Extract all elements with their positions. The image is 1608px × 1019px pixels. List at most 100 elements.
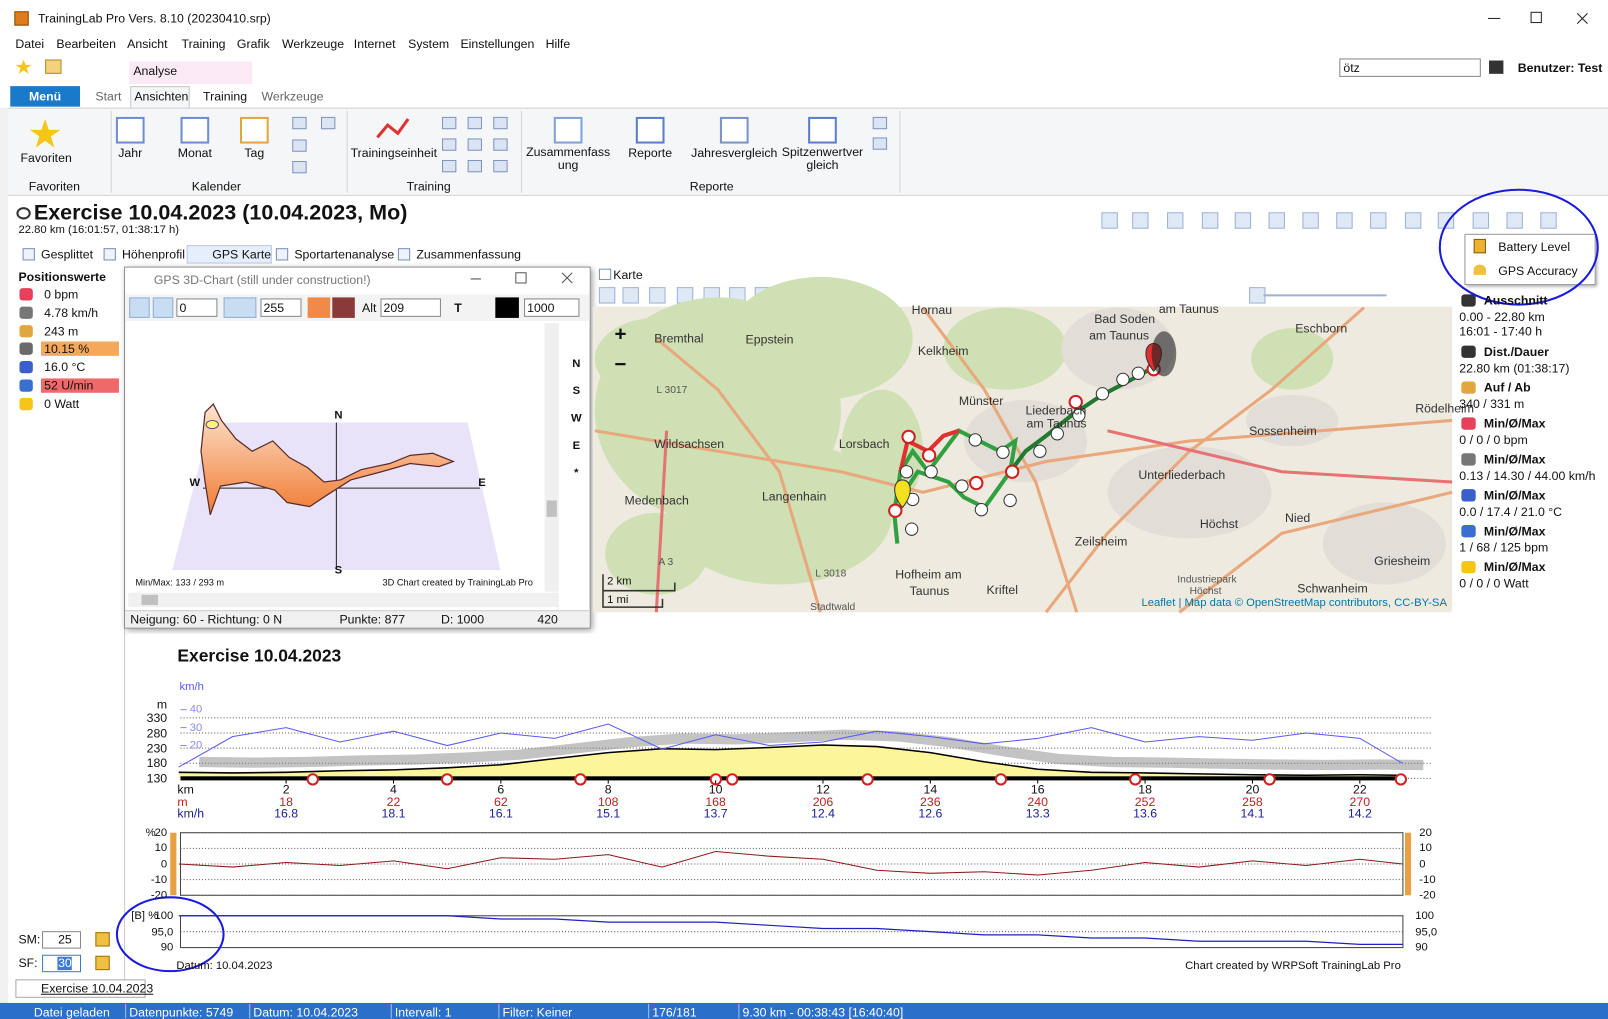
ribbon-button[interactable]: Monat <box>177 145 212 160</box>
spin-input[interactable] <box>380 298 441 317</box>
selected-view-tab <box>186 245 272 264</box>
toolbar-icon[interactable] <box>1437 212 1455 229</box>
ribbon-tab[interactable]: Start <box>95 89 122 104</box>
toolbar-icon[interactable] <box>1370 212 1387 229</box>
zoom-in[interactable]: + <box>614 323 627 346</box>
small-ribbon-icon[interactable] <box>292 139 307 152</box>
small-ribbon-icon[interactable] <box>467 138 482 151</box>
document-tab-label[interactable]: Exercise 10.04.2023 <box>41 981 154 996</box>
menu-item[interactable]: Grafik <box>236 36 270 52</box>
side-button[interactable]: N <box>572 357 581 371</box>
menu-item[interactable]: Einstellungen <box>460 36 535 52</box>
selected-tab <box>130 86 190 108</box>
save-icon[interactable] <box>95 955 110 971</box>
save-icon[interactable] <box>95 932 110 947</box>
menu-item[interactable]: Datei <box>15 36 45 52</box>
toolbar-icon[interactable] <box>1101 212 1118 229</box>
spin-input[interactable] <box>176 298 218 317</box>
side-button[interactable]: E <box>572 439 581 453</box>
map-toolbar-icon[interactable] <box>649 287 666 304</box>
spin-input[interactable] <box>524 298 580 317</box>
ribbon-icon[interactable] <box>635 116 665 144</box>
side-button[interactable]: W <box>571 412 582 425</box>
ribbon-button[interactable]: Jahr <box>118 145 143 160</box>
dropdown-item[interactable]: Battery Level <box>1498 239 1571 255</box>
small-ribbon-icon[interactable] <box>493 159 508 173</box>
toolbar-icon[interactable] <box>1540 212 1557 229</box>
small-ribbon-icon[interactable] <box>872 116 888 130</box>
toolbar-icon[interactable] <box>1167 212 1184 229</box>
ribbon-icon[interactable] <box>719 116 749 144</box>
menu-item[interactable]: Werkzeuge <box>282 36 345 52</box>
menu-tab[interactable] <box>10 86 80 107</box>
user-combo[interactable] <box>1339 58 1481 77</box>
ribbon-icon[interactable] <box>239 116 269 144</box>
color-swatch[interactable] <box>495 297 519 318</box>
view-tab[interactable]: Sportartenanalyse <box>294 247 395 262</box>
zoom-out[interactable]: − <box>614 353 627 377</box>
toolbar-icon[interactable] <box>1201 212 1219 229</box>
menu-item[interactable]: Hilfe <box>545 36 571 52</box>
toolbar-icon[interactable] <box>1506 212 1523 229</box>
ribbon-button[interactable]: Reporte <box>628 145 673 160</box>
toolbar-icon[interactable] <box>1268 212 1285 229</box>
small-ribbon-icon[interactable] <box>441 116 457 130</box>
small-ribbon-icon[interactable] <box>441 159 457 173</box>
ribbon-button[interactable]: Jahresvergleich <box>691 145 778 160</box>
text-button[interactable]: T <box>454 300 462 315</box>
town <box>1322 502 1446 585</box>
toolbar-icon[interactable] <box>1404 212 1422 229</box>
toolbar-icon[interactable] <box>1132 212 1149 229</box>
ribbon-button[interactable]: Tag <box>244 145 265 160</box>
document-tab[interactable] <box>15 979 146 998</box>
ribbon-icon[interactable] <box>115 116 145 144</box>
ribbon-icon[interactable] <box>553 116 583 144</box>
toolbar-icon[interactable] <box>1302 212 1319 229</box>
ribbon-button[interactable]: Spitzenwertvergleich <box>781 144 864 173</box>
menu-item[interactable]: Ansicht <box>127 36 168 52</box>
small-ribbon-icon[interactable] <box>292 116 307 130</box>
color-swatch[interactable] <box>332 297 355 318</box>
ribbon-button[interactable]: Zusammenfassung <box>526 144 611 173</box>
ribbon-tab[interactable]: Training <box>203 89 248 104</box>
menu-item[interactable]: Internet <box>353 36 396 52</box>
color-swatch[interactable] <box>307 297 331 318</box>
toolbar-icon[interactable] <box>1472 212 1490 229</box>
view-tab[interactable]: Höhenprofil <box>122 247 185 262</box>
small-ribbon-icon[interactable] <box>320 116 336 130</box>
map-toolbar-icon[interactable] <box>598 287 616 304</box>
ribbon-icon[interactable] <box>180 116 210 144</box>
small-ribbon-icon[interactable] <box>441 138 457 151</box>
small-ribbon-icon[interactable] <box>493 116 508 130</box>
ribbon-tab[interactable]: Werkzeuge <box>261 89 324 104</box>
menu-item[interactable]: Training <box>181 36 226 52</box>
small-ribbon-icon[interactable] <box>467 159 482 173</box>
sm-input[interactable] <box>42 931 82 949</box>
grade-colorbar <box>1404 832 1412 896</box>
toolbar-icon[interactable] <box>1234 212 1252 229</box>
qa-icon[interactable] <box>45 59 62 74</box>
toolbar-button[interactable] <box>223 297 257 318</box>
ribbon-icon[interactable] <box>808 116 837 144</box>
small-ribbon-icon[interactable] <box>493 138 508 151</box>
spin-input[interactable] <box>260 298 302 317</box>
toolbar-button[interactable] <box>152 297 174 318</box>
toolbar-button[interactable] <box>129 297 150 318</box>
view-tab[interactable]: Gesplittet <box>41 247 94 262</box>
ribbon-button[interactable]: Trainingseinheit <box>350 145 438 160</box>
small-ribbon-icon[interactable] <box>467 116 482 130</box>
menu-item[interactable]: System <box>408 36 450 52</box>
small-ribbon-icon[interactable] <box>872 137 888 150</box>
ribbon-tab[interactable]: Menü <box>29 89 62 104</box>
map-toolbar-icon[interactable] <box>622 287 639 304</box>
view-tab[interactable]: Zusammenfassung <box>416 247 522 262</box>
small-ribbon-icon[interactable] <box>292 161 307 174</box>
dropdown-item[interactable]: GPS Accuracy <box>1498 263 1578 278</box>
view-tab[interactable]: GPS Karte <box>212 247 272 262</box>
ribbon-tab[interactable]: Ansichten <box>134 89 189 104</box>
toolbar-icon[interactable] <box>1336 212 1353 229</box>
menu-item[interactable]: Bearbeiten <box>56 36 116 52</box>
side-button[interactable]: S <box>572 384 581 397</box>
side-button[interactable]: * <box>574 466 579 479</box>
ribbon-button[interactable]: Favoriten <box>20 150 72 166</box>
